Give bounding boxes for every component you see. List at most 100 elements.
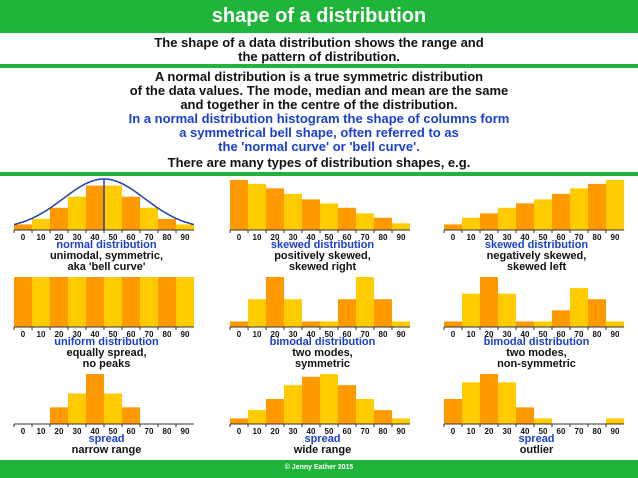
tick-label-60: 60 bbox=[343, 233, 352, 242]
tick-label-30: 30 bbox=[503, 330, 512, 339]
bar-50 bbox=[320, 374, 338, 424]
chart-title-spread-outlier: spread bbox=[518, 433, 555, 445]
chart-normal: 0 10 20 30 40 50 60 70 80 90 bbox=[13, 178, 195, 242]
bar-70 bbox=[140, 277, 158, 327]
chart-title-bimodal-sym: bimodal distribution bbox=[269, 336, 376, 348]
chart-panel-bimodal-sym: 0 10 20 30 40 50 60 70 80 90 bimodal distribution… bbox=[229, 271, 415, 370]
chart-spread-wide: 0 10 20 30 40 50 60 70 80 90 bbox=[229, 374, 410, 436]
bar-10 bbox=[462, 293, 480, 327]
tick-label-60: 60 bbox=[127, 427, 136, 436]
bar-60 bbox=[552, 193, 570, 230]
tick-label-30: 30 bbox=[289, 427, 298, 436]
page-title: shape of a distribution bbox=[211, 5, 427, 27]
tick-label-30: 30 bbox=[73, 330, 82, 339]
tick-label-0: 0 bbox=[21, 233, 26, 242]
bar-60 bbox=[122, 277, 140, 327]
bar-20 bbox=[266, 277, 284, 327]
chart-desc-spread-outlier: outlier bbox=[519, 444, 554, 456]
tick-label-70: 70 bbox=[145, 233, 154, 242]
chart-skew-left: 0 10 20 30 40 50 60 70 80 90 bbox=[443, 180, 624, 242]
chart-bimodal-nonsym: 0 10 20 30 40 50 60 70 80 90 bbox=[443, 277, 624, 339]
bar-80 bbox=[374, 410, 392, 424]
chart-title-skew-left: skewed distribution bbox=[484, 239, 589, 251]
bar-60 bbox=[338, 299, 356, 327]
bar-0 bbox=[444, 399, 462, 424]
bar-10 bbox=[248, 183, 266, 230]
chart-title-spread-wide: spread bbox=[304, 433, 341, 445]
intro-line-2: the pattern of distribution. bbox=[238, 49, 400, 64]
tick-label-20: 20 bbox=[55, 427, 64, 436]
chart-desc-skew-left-2: skewed left bbox=[506, 261, 567, 273]
chart-panel-normal: 0 10 20 30 40 50 60 70 80 90 normal distribution … bbox=[13, 174, 199, 273]
chart-desc-uniform-2: no peaks bbox=[82, 358, 131, 370]
tick-label-60: 60 bbox=[127, 233, 136, 242]
bar-70 bbox=[140, 207, 158, 230]
normal-text-2: of the data values. The mode, median and… bbox=[129, 83, 509, 98]
bar-80 bbox=[158, 218, 176, 230]
bar-50 bbox=[534, 199, 552, 230]
bar-40 bbox=[302, 321, 320, 327]
bar-40 bbox=[302, 376, 320, 424]
tick-label-40: 40 bbox=[91, 427, 100, 436]
bar-90 bbox=[606, 321, 624, 327]
tick-label-40: 40 bbox=[307, 427, 316, 436]
tick-label-70: 70 bbox=[575, 427, 584, 436]
bar-60 bbox=[122, 407, 140, 424]
bar-10 bbox=[32, 277, 50, 327]
chart-spread-narrow: 0 10 20 30 40 50 60 70 80 90 bbox=[13, 374, 194, 436]
bar-60 bbox=[122, 196, 140, 230]
tick-label-30: 30 bbox=[289, 233, 298, 242]
bar-90 bbox=[606, 418, 624, 424]
tick-label-70: 70 bbox=[575, 330, 584, 339]
tick-label-50: 50 bbox=[325, 427, 334, 436]
tick-label-10: 10 bbox=[253, 427, 262, 436]
tick-label-20: 20 bbox=[55, 233, 64, 242]
chart-desc-bimodal-sym-2: symmetric bbox=[294, 358, 351, 370]
tick-label-10: 10 bbox=[37, 330, 46, 339]
chart-desc-spread-narrow: narrow range bbox=[71, 444, 142, 456]
chart-desc-normal-2: aka 'bell curve' bbox=[67, 261, 146, 273]
tick-label-40: 40 bbox=[91, 233, 100, 242]
footer-credit: © Jenny Eather 2015 bbox=[284, 464, 354, 471]
tick-label-10: 10 bbox=[467, 233, 476, 242]
bar-70 bbox=[570, 288, 588, 327]
tick-label-50: 50 bbox=[539, 427, 548, 436]
bar-10 bbox=[32, 218, 50, 230]
bar-40 bbox=[86, 374, 104, 424]
bar-0 bbox=[14, 277, 32, 327]
bar-60 bbox=[552, 310, 570, 327]
tick-label-60: 60 bbox=[557, 427, 566, 436]
bar-0 bbox=[444, 321, 462, 327]
tick-label-0: 0 bbox=[237, 427, 242, 436]
tick-label-90: 90 bbox=[611, 330, 620, 339]
intro-line-1: The shape of a data distribution shows t… bbox=[154, 35, 484, 50]
bar-90 bbox=[392, 321, 410, 327]
bell-text-2: a symmetrical bell shape, often referred… bbox=[179, 125, 459, 140]
bar-40 bbox=[516, 407, 534, 424]
tick-label-50: 50 bbox=[325, 233, 334, 242]
chart-desc-skew-right-2: skewed right bbox=[288, 261, 357, 273]
tick-label-80: 80 bbox=[163, 233, 172, 242]
chart-panel-skew-left: 0 10 20 30 40 50 60 70 80 90 skewed distribution … bbox=[443, 174, 629, 273]
bar-10 bbox=[248, 410, 266, 424]
tick-label-0: 0 bbox=[237, 233, 242, 242]
chart-desc-uniform-1: equally spread, bbox=[66, 347, 147, 359]
chart-desc-bimodal-nonsym-1: two modes, bbox=[506, 347, 567, 359]
bar-80 bbox=[588, 183, 606, 230]
bar-10 bbox=[462, 217, 480, 230]
bar-30 bbox=[68, 277, 86, 327]
bar-50 bbox=[104, 393, 122, 424]
tick-label-20: 20 bbox=[271, 233, 280, 242]
tick-label-20: 20 bbox=[271, 427, 280, 436]
divider-1 bbox=[0, 64, 638, 68]
tick-label-70: 70 bbox=[361, 427, 370, 436]
chart-title-spread-narrow: spread bbox=[88, 433, 125, 445]
chart-panel-spread-wide: 0 10 20 30 40 50 60 70 80 90 spread wide range bbox=[229, 368, 415, 458]
bar-30 bbox=[284, 193, 302, 230]
tick-label-60: 60 bbox=[557, 233, 566, 242]
bar-10 bbox=[462, 382, 480, 424]
bar-40 bbox=[516, 203, 534, 230]
tick-label-10: 10 bbox=[253, 233, 262, 242]
chart-panel-spread-narrow: 0 10 20 30 40 50 60 70 80 90 spread narrow range bbox=[13, 368, 199, 458]
tick-label-60: 60 bbox=[343, 427, 352, 436]
